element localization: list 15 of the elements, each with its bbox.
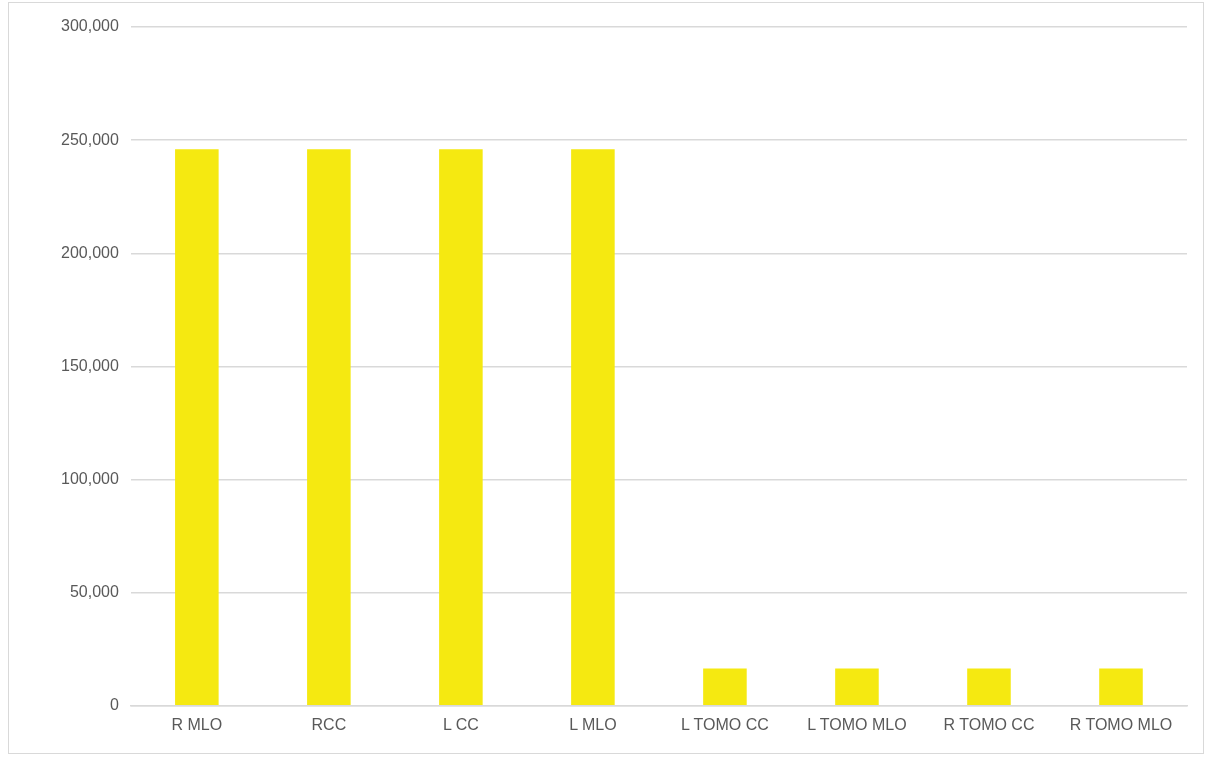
y-tick-label: 250,000 xyxy=(60,130,119,148)
x-tick-label: R MLO xyxy=(171,715,223,733)
x-tick-label: R TOMO CC xyxy=(943,715,1035,733)
y-tick-label: 200,000 xyxy=(60,243,119,261)
y-tick-label: 300,000 xyxy=(60,17,119,35)
y-tick-label: 100,000 xyxy=(60,469,119,487)
x-tick-label: L TOMO CC xyxy=(681,715,769,733)
y-tick-label: 150,000 xyxy=(60,356,119,374)
x-tick-label: RCC xyxy=(311,715,347,733)
x-tick-label: L MLO xyxy=(569,715,617,733)
y-tick-label: 0 xyxy=(109,696,119,714)
y-tick-label: 50,000 xyxy=(69,583,119,601)
x-tick-label: L CC xyxy=(442,715,479,733)
x-tick-label: L TOMO MLO xyxy=(807,715,907,733)
x-tick-label: R TOMO MLO xyxy=(1069,715,1173,733)
